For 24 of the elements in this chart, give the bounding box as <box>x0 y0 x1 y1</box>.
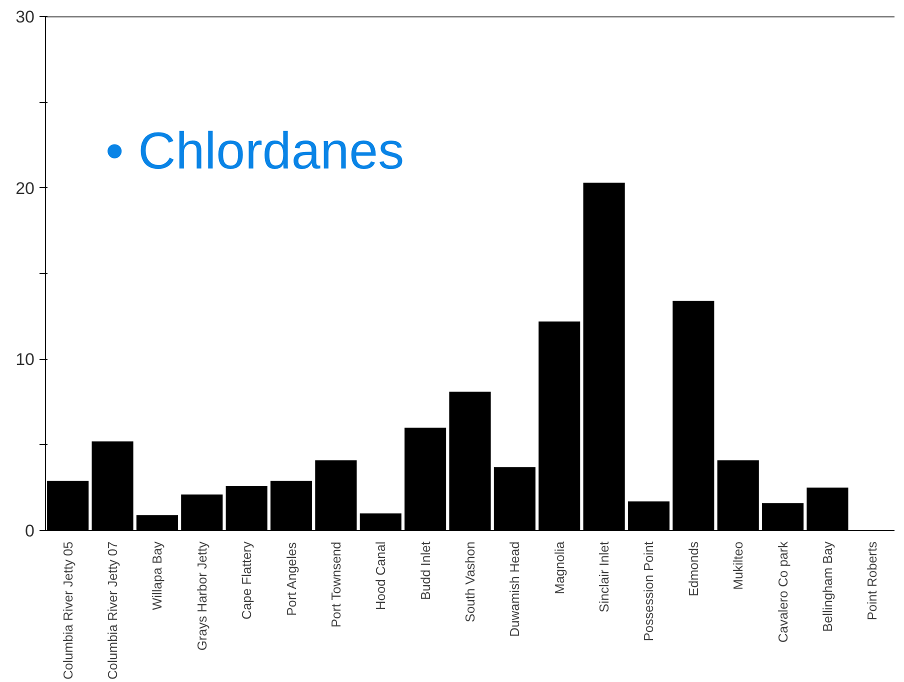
x-tick-label: Point Roberts <box>864 541 880 620</box>
text: • Chlordanes <box>106 122 404 180</box>
x-tick-label: Possession Point <box>641 541 656 642</box>
x-tick-label: Port Townsend <box>328 542 344 628</box>
x-tick-label: Hood Canal <box>373 541 388 610</box>
x-tick-label: Mukilteo <box>730 541 746 590</box>
x-tick-label: Sinclair Inlet <box>596 541 612 612</box>
x-tick-label: Columbia River Jetty 05 <box>60 542 76 680</box>
x-tick-label: Columbia River Jetty 07 <box>105 542 120 680</box>
y-tick-label: 0 <box>25 522 35 540</box>
x-tick-label: Cape Flattery <box>239 541 254 620</box>
x-tick-label: Willapa Bay <box>150 541 165 610</box>
x-tick-label: Edmonds <box>686 541 701 596</box>
x-tick-label: Magnolia <box>552 540 567 594</box>
x-tick-label: Budd Inlet <box>418 541 433 600</box>
x-tick-label: Grays Harbor Jetty <box>194 541 210 651</box>
x-tick-label: Cavalero Co park <box>775 541 790 643</box>
y-tick-label: 30 <box>16 8 35 26</box>
x-tick-label: Bellingham Bay <box>820 541 835 632</box>
x-tick-label: Port Angeles <box>284 542 299 616</box>
y-tick-label: 10 <box>16 350 35 370</box>
y-tick-label: 20 <box>16 178 35 198</box>
x-tick-label: Duwamish Head <box>507 542 522 637</box>
x-tick-label: South Vashon <box>462 541 478 622</box>
